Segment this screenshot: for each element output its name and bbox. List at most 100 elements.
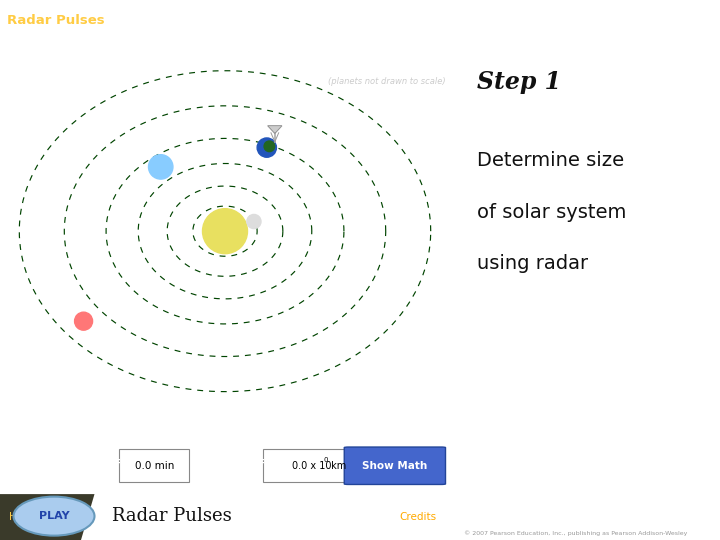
Point bbox=[17, 100, 29, 109]
Point bbox=[292, 71, 304, 79]
Point bbox=[296, 190, 307, 199]
Point bbox=[348, 163, 360, 172]
Point bbox=[220, 211, 231, 220]
Point bbox=[244, 353, 256, 361]
Point bbox=[347, 263, 359, 272]
Point bbox=[361, 204, 372, 212]
Point bbox=[365, 104, 377, 113]
Point bbox=[248, 319, 260, 328]
Point bbox=[73, 289, 85, 298]
Point bbox=[211, 346, 222, 354]
Point bbox=[143, 269, 155, 278]
Point bbox=[228, 374, 240, 382]
Point bbox=[364, 100, 376, 109]
Point bbox=[191, 116, 202, 125]
Point bbox=[327, 155, 338, 164]
Point bbox=[195, 183, 207, 191]
Point bbox=[278, 217, 289, 226]
Point bbox=[82, 132, 94, 141]
Point bbox=[121, 303, 132, 312]
Point bbox=[260, 397, 271, 406]
Point bbox=[14, 117, 25, 125]
Point bbox=[343, 338, 354, 346]
Point bbox=[281, 328, 292, 337]
Point bbox=[4, 264, 15, 273]
Point bbox=[346, 248, 357, 257]
Point bbox=[330, 284, 341, 293]
Point bbox=[290, 93, 302, 102]
Point bbox=[4, 255, 16, 264]
Point bbox=[71, 293, 83, 301]
Point bbox=[346, 345, 358, 354]
FancyBboxPatch shape bbox=[264, 449, 346, 482]
Point bbox=[376, 366, 387, 375]
Point bbox=[66, 399, 77, 408]
Point bbox=[73, 208, 84, 217]
FancyBboxPatch shape bbox=[344, 447, 446, 484]
Point bbox=[354, 90, 366, 98]
Point bbox=[67, 209, 78, 218]
Point bbox=[6, 135, 17, 144]
Text: Journey time: Journey time bbox=[9, 470, 76, 480]
Point bbox=[287, 276, 298, 285]
Point bbox=[124, 228, 135, 237]
Point bbox=[37, 119, 48, 128]
Point bbox=[86, 383, 97, 392]
Point bbox=[243, 97, 255, 106]
Point bbox=[221, 234, 233, 243]
Point bbox=[173, 387, 184, 395]
Point bbox=[190, 96, 202, 105]
Point bbox=[414, 384, 426, 393]
Point bbox=[410, 263, 422, 272]
Point bbox=[201, 158, 212, 167]
Point bbox=[134, 338, 145, 346]
Point bbox=[14, 232, 26, 240]
Point bbox=[138, 94, 149, 103]
Point bbox=[11, 187, 22, 196]
Point bbox=[410, 165, 422, 173]
Point bbox=[210, 199, 222, 207]
Point bbox=[319, 242, 330, 251]
Point bbox=[413, 163, 425, 171]
Point bbox=[213, 70, 225, 78]
Point bbox=[300, 362, 311, 371]
Point bbox=[13, 360, 24, 369]
Point bbox=[41, 143, 53, 151]
Point bbox=[309, 104, 320, 113]
Point bbox=[422, 294, 433, 302]
Point bbox=[53, 111, 65, 119]
Point bbox=[34, 354, 45, 363]
Point bbox=[201, 73, 212, 82]
Point bbox=[197, 66, 208, 75]
Point bbox=[18, 67, 30, 76]
Point bbox=[429, 388, 441, 397]
Point bbox=[377, 278, 389, 287]
Point bbox=[79, 333, 91, 342]
Point bbox=[163, 71, 175, 80]
Point bbox=[123, 73, 135, 82]
Point bbox=[106, 321, 117, 329]
Point bbox=[216, 384, 228, 393]
Point bbox=[210, 68, 221, 77]
Point bbox=[136, 117, 148, 125]
Text: How To Use: How To Use bbox=[9, 512, 68, 522]
Point bbox=[204, 172, 215, 181]
Point bbox=[99, 128, 110, 137]
Point bbox=[20, 307, 32, 316]
Point bbox=[381, 139, 392, 148]
Point bbox=[262, 268, 274, 276]
Point bbox=[186, 390, 197, 399]
Point bbox=[302, 133, 313, 141]
Point bbox=[57, 138, 68, 147]
Point bbox=[368, 145, 379, 154]
Point bbox=[182, 175, 194, 184]
Point bbox=[382, 272, 393, 280]
Point bbox=[400, 224, 412, 232]
Point bbox=[415, 144, 427, 152]
Point bbox=[416, 120, 428, 129]
Text: Show Math: Show Math bbox=[362, 461, 428, 471]
Point bbox=[340, 235, 351, 244]
Point bbox=[312, 370, 323, 379]
Point bbox=[400, 362, 412, 370]
Point bbox=[168, 73, 180, 82]
